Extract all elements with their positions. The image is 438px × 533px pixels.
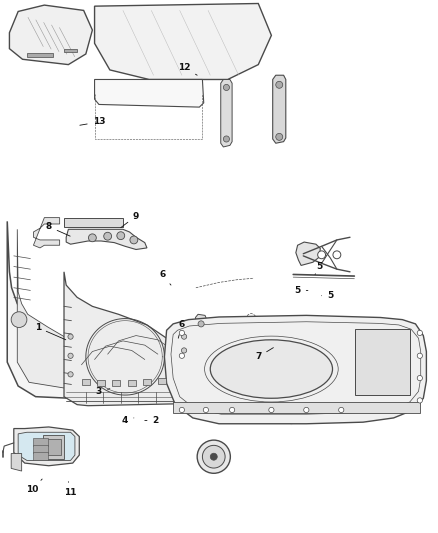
Polygon shape [184, 361, 196, 394]
Ellipse shape [210, 340, 332, 398]
Circle shape [197, 440, 230, 473]
Circle shape [318, 251, 325, 259]
Circle shape [210, 453, 217, 460]
Text: 9: 9 [121, 212, 139, 228]
Circle shape [223, 84, 230, 91]
Bar [355, 329, 410, 395]
Polygon shape [296, 242, 320, 265]
Bar [32, 445, 47, 453]
Bar [97, 381, 105, 386]
Bar [113, 381, 120, 386]
Circle shape [181, 334, 187, 339]
Polygon shape [221, 79, 232, 147]
Polygon shape [64, 49, 77, 52]
Bar [128, 381, 136, 386]
Polygon shape [10, 5, 92, 64]
Circle shape [88, 234, 96, 242]
Circle shape [68, 334, 73, 339]
Text: 7: 7 [255, 348, 273, 361]
Circle shape [130, 236, 138, 244]
Bar [32, 453, 47, 461]
Polygon shape [43, 435, 64, 459]
Polygon shape [64, 217, 123, 227]
Circle shape [276, 82, 283, 88]
Polygon shape [195, 314, 207, 383]
Text: 2: 2 [145, 416, 159, 425]
Bar [143, 379, 151, 385]
Polygon shape [27, 53, 53, 56]
Polygon shape [14, 427, 79, 466]
Polygon shape [33, 217, 60, 248]
Text: 12: 12 [178, 63, 197, 75]
Polygon shape [273, 75, 286, 143]
Text: 5: 5 [321, 291, 333, 300]
Circle shape [276, 133, 283, 140]
Polygon shape [46, 439, 61, 455]
Circle shape [230, 407, 235, 413]
Circle shape [417, 375, 423, 381]
Polygon shape [18, 432, 75, 461]
Text: 11: 11 [64, 482, 77, 497]
Circle shape [104, 232, 112, 240]
Circle shape [203, 407, 208, 413]
Circle shape [11, 312, 27, 327]
Polygon shape [7, 221, 130, 398]
Polygon shape [173, 402, 420, 413]
Circle shape [223, 136, 230, 142]
Circle shape [202, 446, 225, 468]
Circle shape [417, 330, 423, 336]
Text: 10: 10 [26, 479, 42, 494]
Polygon shape [95, 79, 204, 107]
Bar [82, 379, 90, 385]
Text: 13: 13 [80, 117, 105, 126]
Text: 6: 6 [178, 320, 185, 338]
Circle shape [181, 348, 187, 353]
Bar [32, 438, 47, 446]
Text: 1: 1 [35, 323, 66, 340]
Circle shape [68, 372, 73, 377]
Text: 5: 5 [294, 286, 308, 295]
Circle shape [179, 330, 184, 336]
Text: 8: 8 [46, 222, 70, 236]
Polygon shape [11, 454, 21, 471]
Circle shape [269, 407, 274, 413]
Text: 5: 5 [315, 262, 322, 274]
Circle shape [68, 353, 73, 358]
Bar [158, 378, 166, 384]
Polygon shape [17, 229, 119, 389]
Circle shape [333, 251, 341, 259]
Text: 4: 4 [122, 416, 134, 425]
Polygon shape [164, 316, 426, 424]
Circle shape [304, 407, 309, 413]
Circle shape [417, 398, 423, 403]
Polygon shape [95, 4, 272, 79]
Circle shape [339, 407, 344, 413]
Circle shape [417, 353, 423, 358]
Text: 3: 3 [96, 387, 110, 396]
Circle shape [198, 321, 204, 327]
Circle shape [179, 407, 184, 413]
Circle shape [179, 353, 184, 358]
Text: 6: 6 [159, 270, 171, 285]
Polygon shape [64, 272, 196, 406]
Circle shape [117, 232, 125, 240]
Polygon shape [66, 229, 147, 249]
